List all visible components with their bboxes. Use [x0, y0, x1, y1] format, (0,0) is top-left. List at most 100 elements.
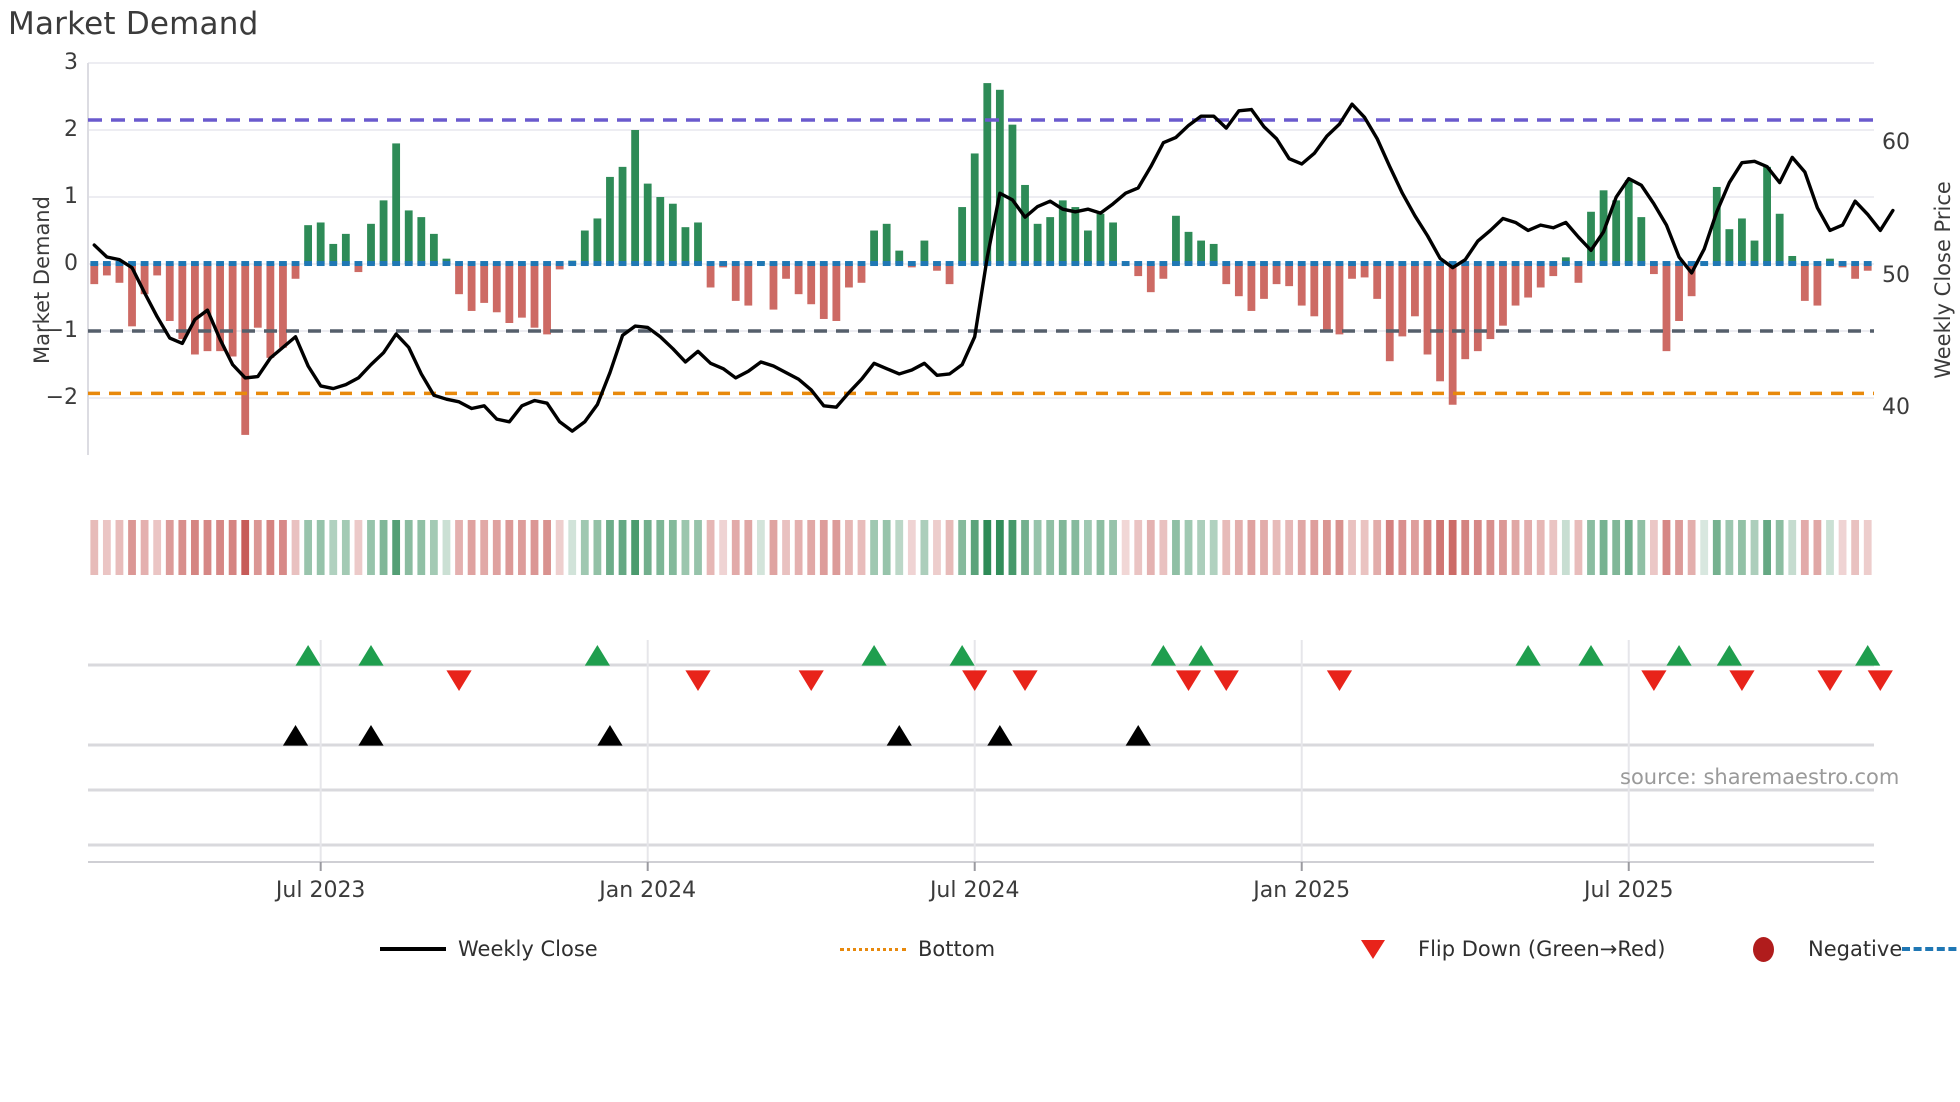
heatmap-cell — [1712, 520, 1721, 575]
demand-bar — [115, 264, 124, 283]
baseline-segment — [128, 261, 136, 267]
baseline-segment — [1851, 261, 1860, 267]
baseline-segment — [819, 261, 828, 267]
legend-label: Weekly Close — [458, 937, 598, 961]
baseline-segment — [1725, 261, 1734, 267]
baseline-segment — [1574, 261, 1583, 267]
baseline-segment — [492, 261, 501, 267]
demand-bar — [1058, 200, 1067, 265]
heatmap-cell — [631, 520, 640, 575]
flip-up-marker — [295, 645, 321, 666]
heatmap-cell — [668, 520, 677, 575]
heatmap-cell — [279, 520, 287, 575]
baseline-segment — [920, 261, 929, 267]
demand-bar — [1033, 223, 1042, 265]
price-cross-up-marker — [1125, 725, 1151, 746]
legend-item-negative[interactable]: Negative — [1730, 930, 1902, 968]
baseline-segment — [442, 261, 451, 267]
legend-item-baseline[interactable]: Baseline (0) — [1902, 930, 1960, 968]
heatmap-cell — [128, 520, 136, 575]
heatmap-cell — [1561, 520, 1570, 575]
baseline-segment — [216, 261, 224, 267]
baseline-segment — [1561, 261, 1570, 267]
heatmap-cell — [1863, 520, 1872, 575]
demand-bar — [341, 233, 350, 265]
demand-bar — [1172, 215, 1180, 265]
heatmap-cell — [1511, 520, 1520, 575]
demand-bar — [857, 264, 866, 283]
demand-bar — [1322, 264, 1331, 330]
baseline-segment — [731, 261, 740, 267]
demand-bar — [1800, 264, 1809, 301]
demand-bar — [1071, 207, 1080, 265]
legend-item-weekly-close[interactable]: Weekly Close — [380, 930, 840, 968]
baseline-segment — [1524, 261, 1533, 267]
heatmap-cell — [1649, 520, 1658, 575]
heatmap-cell — [140, 520, 149, 575]
flip-up-marker — [1855, 645, 1881, 666]
heatmap-cell — [115, 520, 124, 575]
heatmap-cell — [1109, 520, 1117, 575]
baseline-segment — [1272, 261, 1281, 267]
demand-bar — [165, 264, 174, 321]
baseline-segment — [1222, 261, 1231, 267]
demand-bar — [417, 217, 426, 265]
flip-up-marker — [1666, 645, 1692, 666]
demand-bar — [580, 230, 589, 265]
demand-bar — [543, 264, 551, 335]
y-axis-left-tick-label: 0 — [64, 251, 78, 277]
demand-bar — [291, 264, 300, 279]
y-axis-left-ticks: 3 2 1 0 −1 −2 — [0, 0, 78, 1102]
demand-bar — [1348, 264, 1356, 279]
line-dot-orange-icon — [840, 947, 906, 951]
demand-bar — [606, 176, 614, 265]
demand-bar — [1863, 264, 1872, 271]
flip-down-marker — [1175, 670, 1202, 691]
baseline-segment — [744, 261, 753, 267]
demand-bar — [1222, 264, 1231, 285]
legend-item-bottom[interactable]: Bottom — [840, 930, 1340, 968]
baseline-segment — [467, 261, 476, 267]
demand-bar — [1574, 264, 1583, 283]
demand-bar — [706, 264, 715, 288]
heatmap-cell — [505, 520, 514, 575]
heatmap-cell — [995, 520, 1004, 575]
demand-bar — [970, 153, 979, 265]
heatmap-cell — [970, 520, 979, 575]
demand-bar — [505, 264, 514, 323]
demand-bar — [530, 264, 539, 328]
heatmap-cell — [593, 520, 602, 575]
demand-bar — [555, 264, 564, 270]
heatmap-cell — [228, 520, 237, 575]
demand-bar — [455, 264, 463, 295]
heatmap-cell — [1700, 520, 1709, 575]
demand-bar — [1335, 264, 1344, 335]
heatmap-cell — [1360, 520, 1369, 575]
heatmap-cell — [1612, 520, 1621, 575]
baseline-segment — [1599, 261, 1608, 267]
y-axis-left-tick-label: 1 — [64, 184, 78, 210]
baseline-segment — [316, 261, 325, 267]
heatmap-cell — [1260, 520, 1268, 575]
chart-legend: Weekly Close Bottom Flip Down (Green→Red) N… — [380, 930, 1960, 968]
baseline-segment — [970, 261, 979, 267]
flip-down-marker — [685, 670, 711, 691]
flip-up-marker — [1150, 645, 1176, 666]
y-axis-left-tick-label: 3 — [64, 50, 78, 75]
demand-bar — [1511, 264, 1520, 306]
baseline-segment — [1297, 261, 1306, 267]
demand-bar — [1763, 166, 1771, 265]
demand-bar — [253, 264, 262, 328]
legend-item-flip-down[interactable]: Flip Down (Green→Red) — [1340, 930, 1730, 968]
demand-bar — [266, 264, 275, 358]
baseline-segment — [1612, 261, 1621, 267]
demand-bar — [782, 264, 790, 279]
baseline-segment — [241, 261, 250, 267]
baseline-segment — [1788, 261, 1797, 267]
baseline-segment — [593, 261, 602, 267]
baseline-segment — [1021, 261, 1029, 267]
demand-bar — [392, 143, 401, 265]
flip-up-marker — [861, 645, 887, 666]
heatmap-cell — [304, 520, 313, 575]
